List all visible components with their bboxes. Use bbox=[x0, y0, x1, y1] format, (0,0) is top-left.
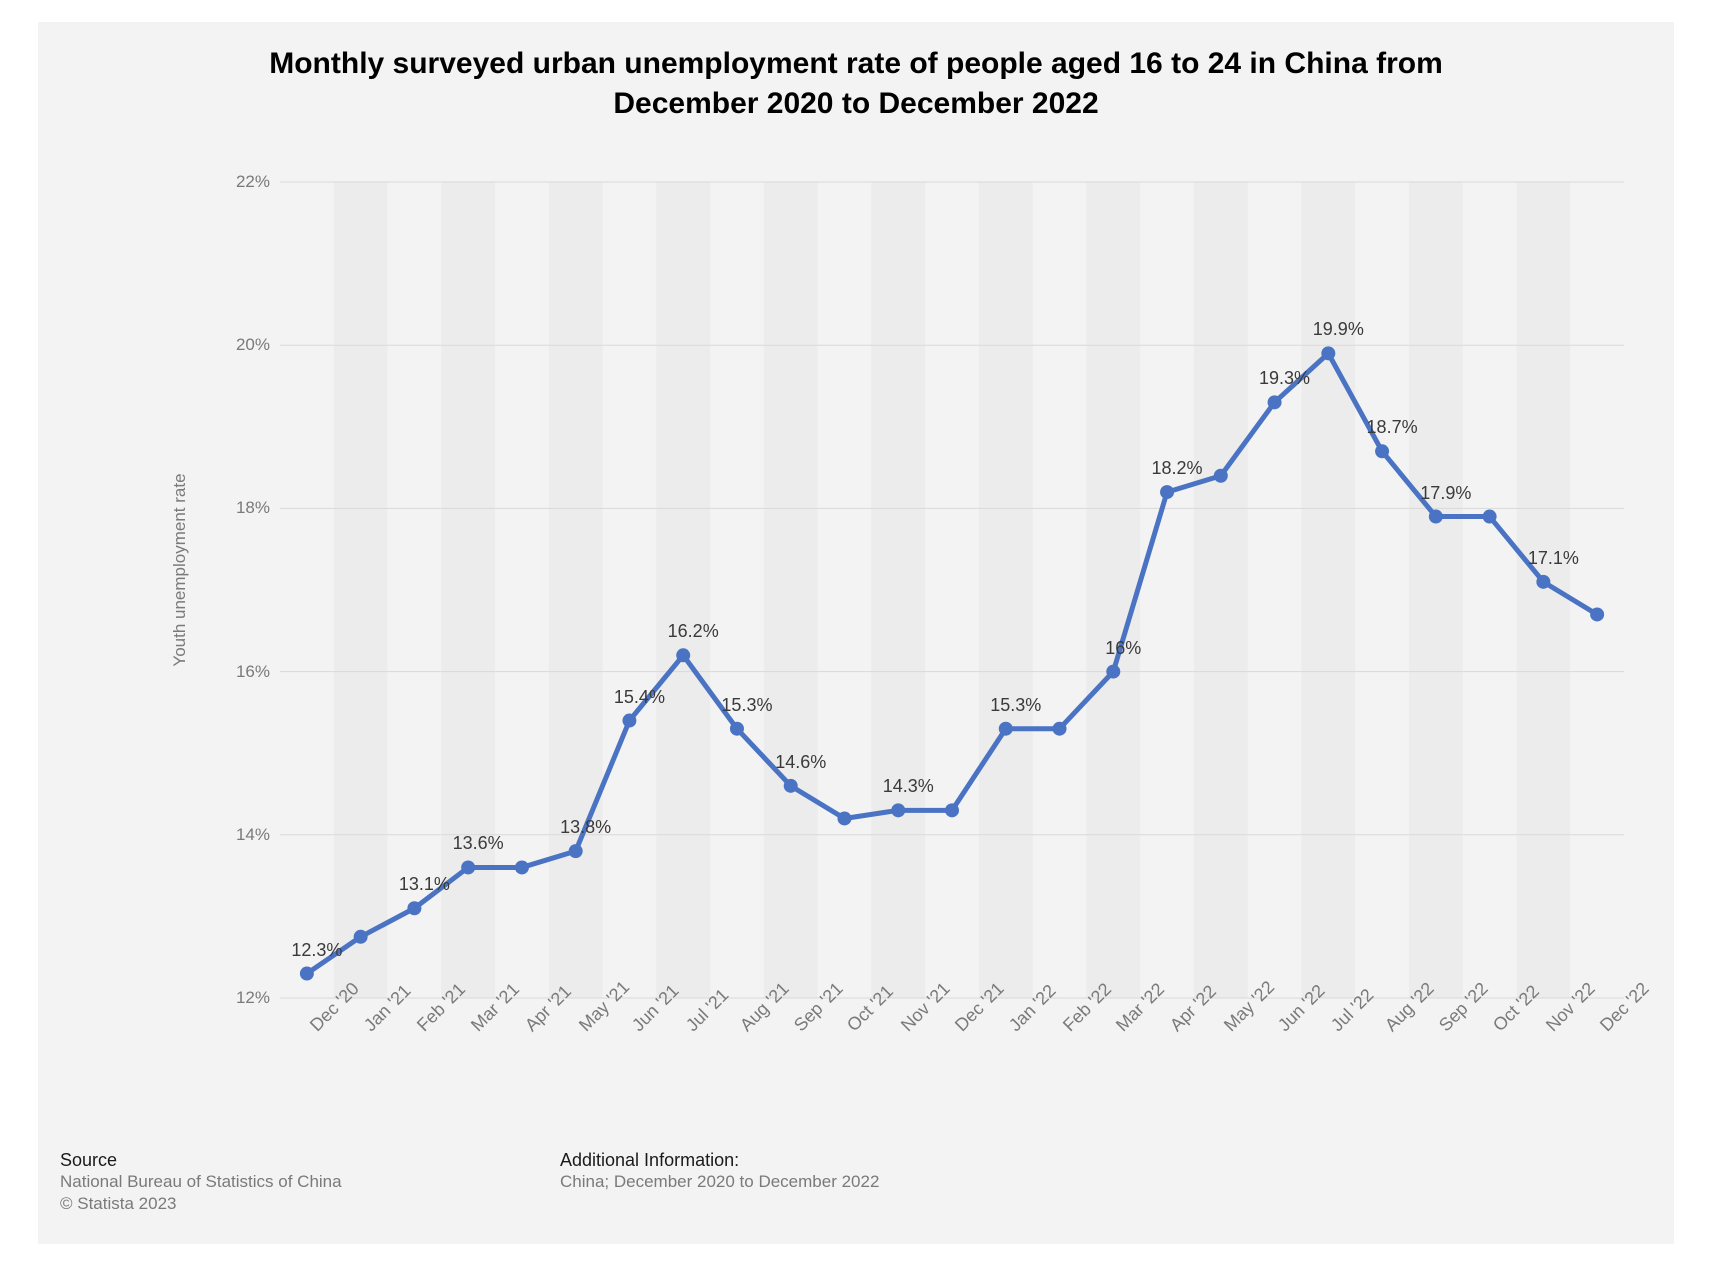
plot-band bbox=[656, 182, 710, 998]
series-line bbox=[307, 353, 1597, 973]
plot-band bbox=[549, 182, 603, 998]
data-label: 13.1% bbox=[384, 874, 464, 895]
data-label: 12.3% bbox=[277, 940, 357, 961]
plot-band bbox=[1409, 182, 1463, 998]
series-marker bbox=[784, 779, 798, 793]
y-tick-label: 22% bbox=[220, 172, 270, 192]
series-marker bbox=[1375, 444, 1389, 458]
data-label: 15.3% bbox=[707, 695, 787, 716]
plot-band bbox=[871, 182, 925, 998]
plot-band bbox=[1301, 182, 1355, 998]
series-marker bbox=[1483, 510, 1497, 524]
series-marker bbox=[891, 803, 905, 817]
footer-info-title: Additional Information: bbox=[560, 1150, 739, 1171]
plot-band bbox=[334, 182, 388, 998]
footer-info-body: China; December 2020 to December 2022 bbox=[560, 1172, 879, 1192]
series-marker bbox=[1268, 395, 1282, 409]
plot-band bbox=[764, 182, 818, 998]
y-tick-label: 12% bbox=[220, 988, 270, 1008]
data-label: 15.3% bbox=[976, 695, 1056, 716]
data-label: 17.1% bbox=[1513, 548, 1593, 569]
series-marker bbox=[1106, 665, 1120, 679]
footer-source-title: Source bbox=[60, 1150, 117, 1171]
y-axis-label: Youth unemployment rate bbox=[170, 440, 190, 700]
series-marker bbox=[1429, 510, 1443, 524]
series-marker bbox=[1536, 575, 1550, 589]
series-marker bbox=[461, 860, 475, 874]
series-marker bbox=[1590, 607, 1604, 621]
data-label: 16.2% bbox=[653, 621, 733, 642]
series-marker bbox=[730, 722, 744, 736]
y-tick-label: 14% bbox=[220, 825, 270, 845]
data-label: 18.2% bbox=[1137, 458, 1217, 479]
y-tick-label: 16% bbox=[220, 662, 270, 682]
data-label: 19.9% bbox=[1298, 319, 1378, 340]
series-marker bbox=[1321, 346, 1335, 360]
series-marker bbox=[999, 722, 1013, 736]
data-label: 13.8% bbox=[546, 817, 626, 838]
footer-source-body1: National Bureau of Statistics of China bbox=[60, 1172, 342, 1192]
data-label: 14.6% bbox=[761, 752, 841, 773]
data-label: 13.6% bbox=[438, 833, 518, 854]
series-marker bbox=[515, 860, 529, 874]
plot-band bbox=[1516, 182, 1570, 998]
y-tick-label: 18% bbox=[220, 498, 270, 518]
data-label: 14.3% bbox=[868, 776, 948, 797]
data-label: 17.9% bbox=[1406, 483, 1486, 504]
y-tick-label: 20% bbox=[220, 335, 270, 355]
data-label: 19.3% bbox=[1245, 368, 1325, 389]
footer-source-body2: © Statista 2023 bbox=[60, 1194, 177, 1214]
data-label: 16% bbox=[1083, 638, 1163, 659]
plot-band bbox=[1086, 182, 1140, 998]
series-marker bbox=[1160, 485, 1174, 499]
series-marker bbox=[676, 648, 690, 662]
series-marker bbox=[837, 811, 851, 825]
plot-band bbox=[1194, 182, 1248, 998]
series-marker bbox=[1053, 722, 1067, 736]
series-marker bbox=[569, 844, 583, 858]
series-marker bbox=[407, 901, 421, 915]
series-marker bbox=[300, 967, 314, 981]
series-marker bbox=[622, 714, 636, 728]
data-label: 15.4% bbox=[599, 687, 679, 708]
plot-band bbox=[979, 182, 1033, 998]
series-marker bbox=[945, 803, 959, 817]
data-label: 18.7% bbox=[1352, 417, 1432, 438]
